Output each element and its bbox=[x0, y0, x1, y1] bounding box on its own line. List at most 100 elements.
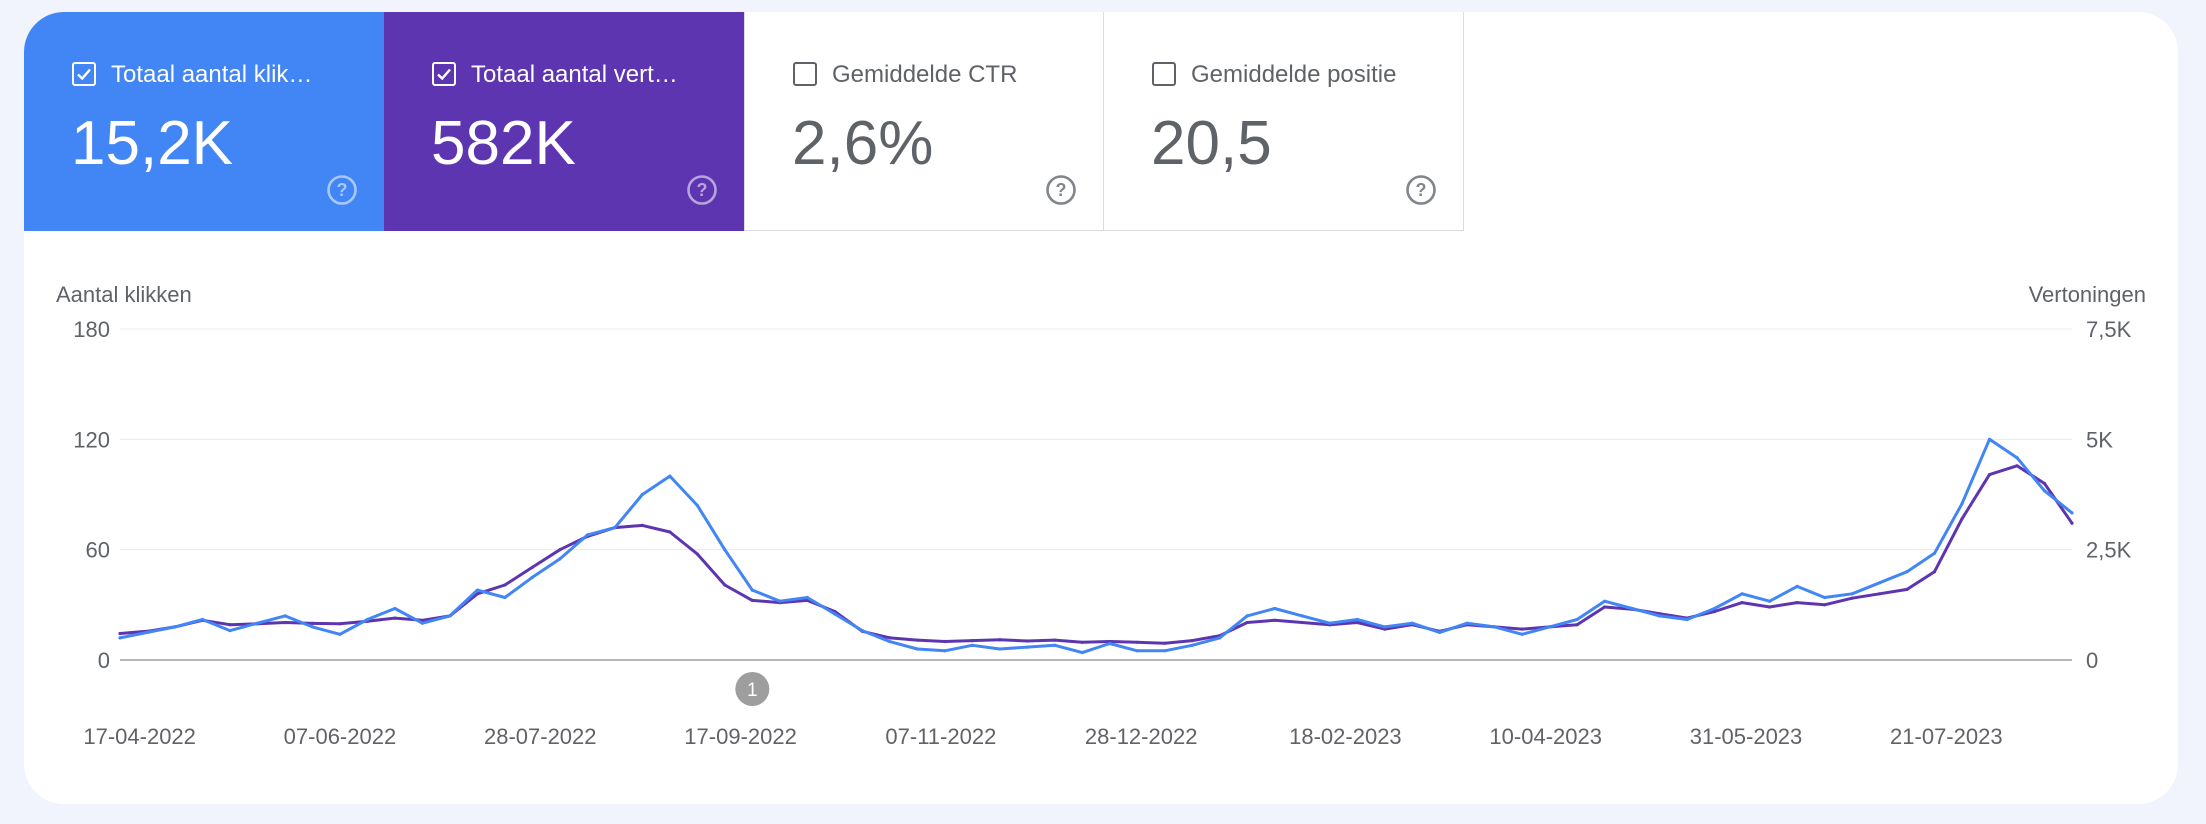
clicks-point bbox=[310, 625, 315, 629]
clicks-point bbox=[833, 612, 837, 616]
metric-value: 582K bbox=[431, 109, 576, 178]
x-tick-label: 17-09-2022 bbox=[684, 724, 797, 749]
metric-total-impressions[interactable]: Totaal aantal vert… 582K ? bbox=[384, 12, 744, 231]
metric-value: 2,6% bbox=[792, 109, 934, 178]
metric-average-ctr[interactable]: Gemiddelde CTR 2,6% ? bbox=[744, 12, 1104, 231]
impressions-point bbox=[1355, 620, 1359, 625]
x-tick-label: 28-12-2022 bbox=[1085, 724, 1198, 749]
y-tick-label-left: 60 bbox=[86, 538, 110, 563]
clicks-point bbox=[860, 629, 864, 633]
checkbox-checked-icon[interactable] bbox=[432, 62, 456, 86]
clicks-point bbox=[585, 533, 590, 537]
clicks-point bbox=[1575, 617, 1579, 622]
impressions-point bbox=[1795, 601, 1799, 605]
svg-text:?: ? bbox=[1416, 180, 1427, 200]
clicks-point bbox=[1190, 643, 1194, 647]
x-tick-label: 28-07-2022 bbox=[484, 724, 597, 749]
performance-chart[interactable]: 0 0 60 2,5K 120 5K 180 7,5K 17-04-2022 07-06-2022… bbox=[24, 12, 2178, 804]
impressions-point bbox=[1713, 609, 1717, 614]
clicks-point bbox=[228, 629, 232, 633]
metric-value: 15,2K bbox=[71, 109, 234, 178]
metric-total-clicks[interactable]: Totaal aantal klik… 15,2K ? bbox=[24, 12, 384, 231]
impressions-point bbox=[1768, 605, 1772, 609]
impressions-point bbox=[1053, 638, 1057, 642]
impressions-point bbox=[530, 565, 534, 569]
clicks-point bbox=[393, 606, 397, 611]
clicks-series-line bbox=[119, 437, 2073, 655]
impressions-point bbox=[2015, 464, 2019, 468]
help-icon[interactable]: ? bbox=[1405, 174, 1437, 206]
clicks-point bbox=[530, 575, 534, 579]
clicks-point bbox=[1053, 643, 1057, 647]
clicks-point bbox=[750, 588, 754, 592]
clicks-point bbox=[778, 599, 782, 603]
clicks-point bbox=[1548, 625, 1552, 629]
annotation-marker[interactable] bbox=[735, 672, 770, 706]
clicks-point bbox=[1658, 614, 1662, 618]
checkbox-unchecked-icon[interactable] bbox=[1152, 62, 1176, 86]
clicks-point bbox=[1218, 636, 1222, 640]
clicks-point bbox=[558, 557, 562, 561]
clicks-point bbox=[1740, 592, 1744, 596]
clicks-point bbox=[503, 595, 507, 600]
impressions-point bbox=[2070, 521, 2074, 525]
metric-value: 20,5 bbox=[1151, 109, 1272, 178]
performance-card: Totaal aantal klik… 15,2K ? Totaal aanta… bbox=[24, 12, 2178, 804]
clicks-point bbox=[1273, 606, 1277, 611]
clicks-point bbox=[2015, 456, 2019, 460]
clicks-point bbox=[200, 617, 205, 622]
x-tick-label: 18-02-2023 bbox=[1289, 724, 1402, 749]
y-tick-label-left: 0 bbox=[98, 648, 110, 673]
clicks-point bbox=[943, 649, 947, 653]
impressions-point bbox=[118, 631, 122, 636]
clicks-point bbox=[1603, 599, 1607, 603]
clicks-point bbox=[1850, 592, 1854, 596]
impressions-point bbox=[1135, 640, 1139, 644]
impressions-point bbox=[1575, 623, 1579, 627]
clicks-point bbox=[338, 632, 342, 636]
impressions-point bbox=[2042, 481, 2047, 486]
annotation-label: 1 bbox=[747, 680, 758, 701]
impressions-point bbox=[750, 598, 754, 603]
clicks-point bbox=[1163, 649, 1167, 653]
clicks-point bbox=[2042, 489, 2047, 493]
impressions-point bbox=[228, 623, 232, 627]
impressions-point bbox=[558, 548, 562, 552]
clicks-point bbox=[1383, 625, 1387, 629]
clicks-point bbox=[1135, 649, 1139, 653]
help-icon[interactable]: ? bbox=[686, 174, 718, 206]
impressions-point bbox=[1960, 517, 1964, 521]
help-icon[interactable]: ? bbox=[326, 174, 358, 206]
impressions-point bbox=[338, 622, 342, 626]
y-tick-label-right: 0 bbox=[2086, 648, 2098, 673]
svg-text:?: ? bbox=[697, 180, 708, 200]
clicks-point bbox=[1768, 599, 1772, 603]
clicks-point bbox=[1685, 617, 1689, 622]
x-tick-label: 31-05-2023 bbox=[1690, 724, 1803, 749]
clicks-point bbox=[970, 643, 974, 647]
clicks-point bbox=[640, 492, 645, 497]
impressions-point bbox=[503, 583, 507, 587]
svg-text:?: ? bbox=[1056, 180, 1067, 200]
impressions-point bbox=[723, 583, 727, 587]
help-icon[interactable]: ? bbox=[1045, 174, 1077, 206]
impressions-point bbox=[1932, 570, 1937, 574]
impressions-point bbox=[310, 621, 315, 626]
impressions-point bbox=[1080, 640, 1084, 644]
impressions-point bbox=[1603, 605, 1607, 609]
checkbox-unchecked-icon[interactable] bbox=[793, 62, 817, 86]
impressions-point bbox=[283, 620, 287, 625]
clicks-point bbox=[1960, 502, 1964, 506]
clicks-point bbox=[1300, 614, 1304, 618]
y-tick-label-left: 120 bbox=[73, 427, 110, 452]
clicks-point bbox=[1080, 651, 1084, 655]
clicks-point bbox=[1465, 621, 1469, 625]
clicks-point bbox=[805, 595, 809, 600]
impressions-point bbox=[915, 638, 919, 642]
impressions-point bbox=[970, 639, 974, 643]
metric-average-position[interactable]: Gemiddelde positie 20,5 ? bbox=[1104, 12, 1464, 231]
impressions-point bbox=[1905, 587, 1909, 592]
checkbox-checked-icon[interactable] bbox=[72, 62, 96, 86]
clicks-point bbox=[1108, 641, 1112, 646]
impressions-point bbox=[1163, 641, 1167, 645]
